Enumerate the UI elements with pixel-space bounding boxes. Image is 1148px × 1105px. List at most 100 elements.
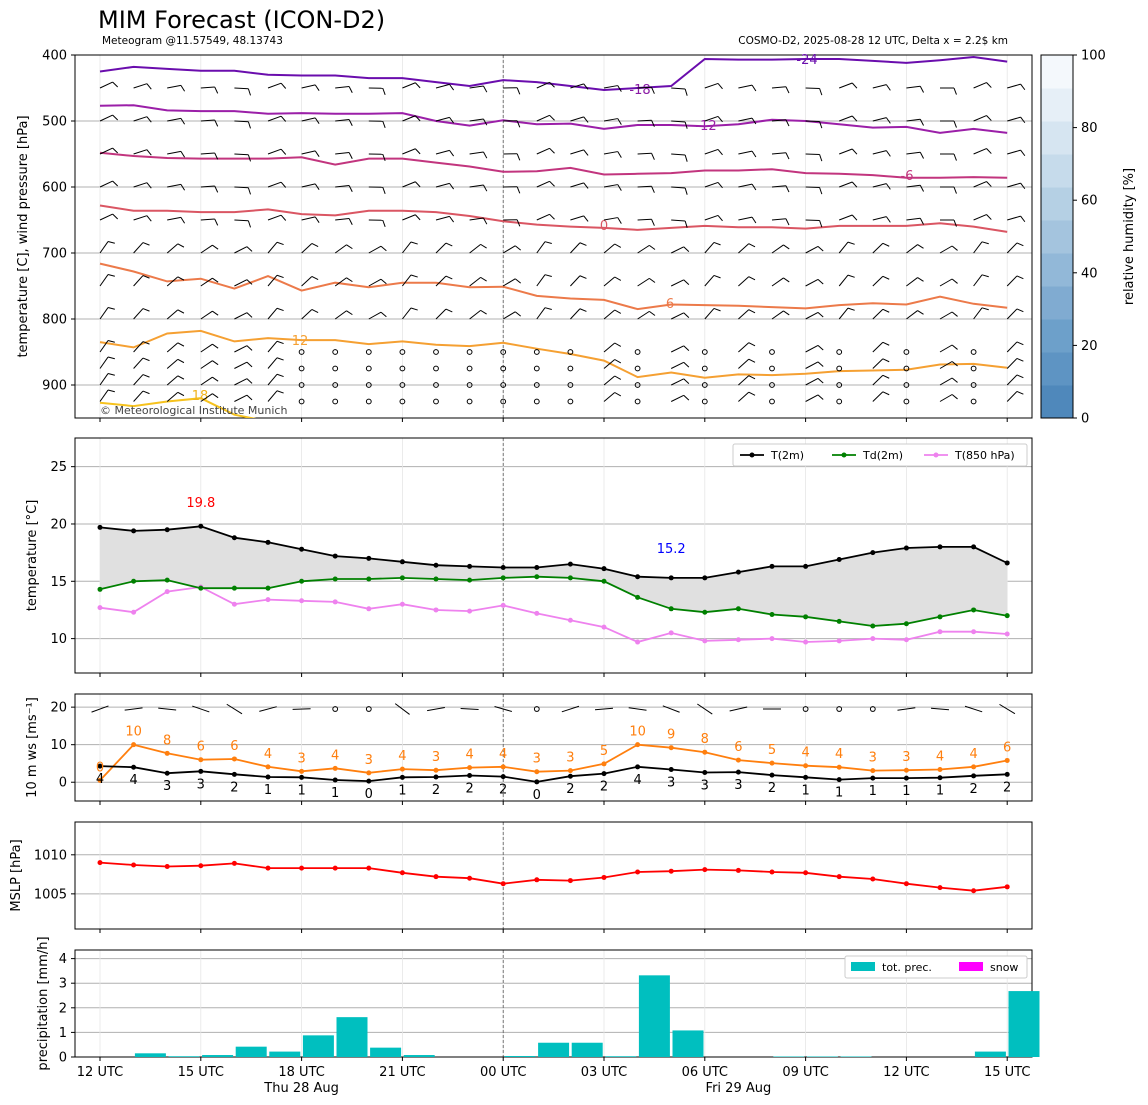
wind-barb: [267, 148, 282, 155]
mslp-point: [903, 881, 909, 887]
t2m-point: [433, 562, 439, 568]
wind-barb: [460, 708, 479, 710]
calm-wind-marker: [903, 382, 910, 388]
mslp-point: [231, 860, 237, 866]
mslp-point: [803, 870, 809, 876]
wind-barb: [133, 182, 148, 188]
wind-barb-flag: [214, 185, 219, 193]
wind-barb: [603, 375, 616, 386]
wind-barb: [805, 311, 819, 320]
wind-barb: [872, 391, 884, 402]
calm-wind-marker: [298, 365, 305, 372]
calm-wind-marker: [433, 349, 439, 355]
wind-barb: [402, 241, 412, 254]
wind-barb: [906, 244, 918, 254]
y-tick-label: 20: [50, 701, 67, 716]
t2m-point: [870, 550, 876, 556]
precip-bar: [269, 1051, 301, 1057]
wind-barb-flag: [107, 340, 115, 343]
wind-barb: [1006, 341, 1018, 353]
wind-barb-flag: [276, 274, 284, 279]
wind-barb: [335, 218, 350, 221]
wind-barb: [167, 84, 182, 89]
mean-wind-label: 2: [969, 782, 977, 797]
y-tick-label: 2: [59, 1001, 67, 1016]
wind-barb-flag: [480, 243, 487, 249]
wind-barb-flag: [214, 86, 219, 94]
wind-barb: [1007, 83, 1021, 89]
calm-wind-marker: [332, 349, 339, 355]
wind-barb: [200, 86, 215, 89]
wind-barb-flag: [112, 180, 119, 187]
colorbar-segment: [1041, 286, 1073, 320]
wind-barb-flag: [817, 378, 824, 384]
wind-barb: [637, 310, 650, 320]
td2m-point: [299, 578, 305, 584]
wind-barb-flag: [614, 392, 622, 397]
model-subtitle: COSMO-D2, 2025-08-28 12 UTC, Delta x = 2…: [738, 35, 1008, 47]
wind-barb-flag: [817, 394, 824, 400]
wind-barb-flag: [882, 374, 890, 379]
td2m-point: [1004, 613, 1010, 619]
gust-label: 0: [96, 760, 104, 775]
wind-barb: [1007, 215, 1021, 221]
wind-barb-flag: [516, 153, 521, 161]
wind-barb-flag: [783, 277, 790, 283]
wind-barb-flag: [817, 345, 824, 351]
wind-barb-flag: [311, 309, 319, 313]
wind-barb-flag: [314, 150, 320, 157]
wind-barb: [628, 707, 647, 711]
wind-barb: [427, 706, 445, 712]
wind-barb-flag: [177, 391, 185, 397]
calm-wind-marker: [769, 365, 775, 372]
precip-bar: [672, 1030, 704, 1057]
calm-wind-marker: [634, 398, 641, 405]
wind-barb: [570, 116, 584, 122]
wind-barb-flag: [415, 181, 421, 188]
wind-barb-flag: [177, 342, 185, 347]
y-tick-label: 600: [42, 181, 67, 196]
colorbar-segment: [1041, 319, 1073, 353]
isotherm-line: [99, 204, 1008, 233]
wind-barb-flag: [214, 119, 219, 127]
wind-barb-flag: [748, 276, 756, 281]
wind-barb-flag: [276, 241, 284, 246]
wind-barb: [637, 244, 650, 254]
wind-barb-flag: [247, 121, 251, 129]
wind-barb-flag: [1020, 215, 1026, 223]
wind-barb: [729, 706, 748, 712]
wind-barb-flag: [819, 220, 823, 228]
t2m-point: [198, 523, 204, 529]
wind-barb-flag: [112, 213, 119, 220]
legend: T(2m) Td(2m) T(850 hPa): [732, 443, 1028, 467]
wind-barb-flag: [951, 245, 958, 251]
wind-barb-flag: [382, 154, 386, 162]
wind-barb: [930, 707, 950, 711]
mean-wind-point: [198, 768, 204, 774]
calm-wind-marker: [533, 398, 540, 405]
wind-barb: [124, 707, 143, 711]
wind-barb: [570, 275, 581, 287]
t2m-point: [299, 546, 305, 552]
wind-barb: [435, 308, 447, 320]
wind-barb: [671, 153, 686, 156]
wind-barb-flag: [348, 185, 353, 193]
wind-barb: [906, 184, 921, 188]
wind-barb-flag: [919, 119, 924, 126]
wind-barb-flag: [785, 185, 790, 193]
wind-barb-flag: [445, 242, 453, 247]
wind-barb-flag: [819, 187, 823, 195]
wind-barb: [973, 82, 987, 89]
wind-barb-flag: [717, 149, 723, 156]
copyright-text: © Meteorological Institute Munich: [100, 404, 287, 417]
t2m-point: [937, 544, 943, 550]
wind-barb: [469, 184, 484, 188]
wind-barb-flag: [819, 121, 823, 129]
max-temp-label: 19.8: [186, 496, 215, 511]
wind-barb-flag: [953, 87, 957, 95]
wind-barb: [662, 705, 680, 713]
mean-wind-label: 0: [365, 787, 373, 802]
wind-barb: [469, 118, 484, 122]
wind-barb: [697, 703, 713, 715]
wind-barb-flag: [817, 361, 824, 367]
